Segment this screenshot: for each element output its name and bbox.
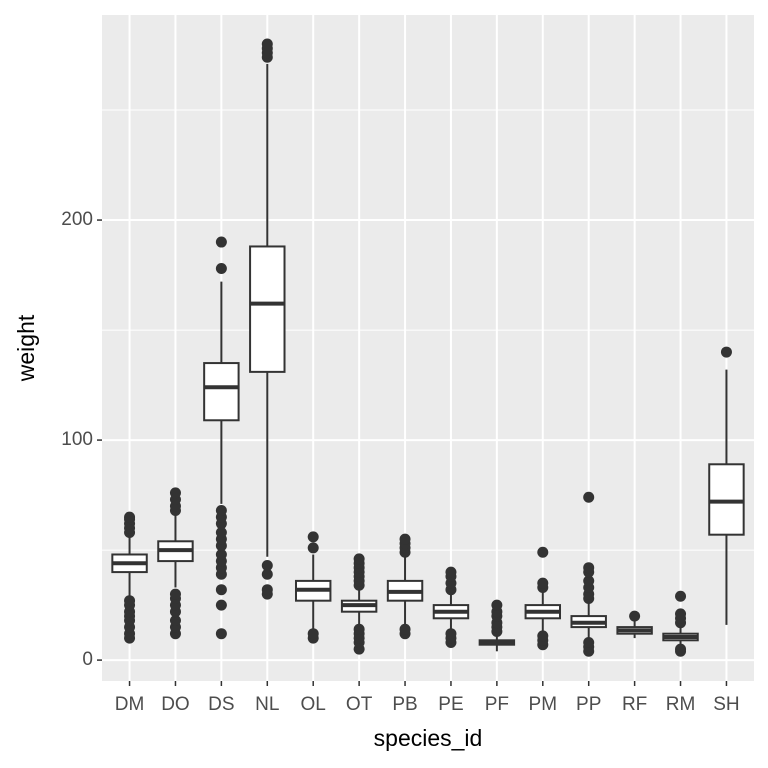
outlier xyxy=(537,630,549,642)
outlier xyxy=(353,623,365,635)
outlier xyxy=(675,590,687,602)
outlier xyxy=(307,542,319,554)
outlier xyxy=(169,487,181,499)
x-tick-label: RF xyxy=(622,694,647,715)
outlier xyxy=(629,610,641,622)
box xyxy=(203,362,240,422)
x-axis-title: species_id xyxy=(374,725,483,751)
outlier xyxy=(169,614,181,626)
x-tick-label: PF xyxy=(485,694,509,715)
x-tick-label: DS xyxy=(208,694,234,715)
outlier xyxy=(307,531,319,543)
outlier xyxy=(399,623,411,635)
outlier xyxy=(583,636,595,648)
y-tick-label: 200 xyxy=(61,209,93,230)
outlier xyxy=(537,577,549,589)
outlier xyxy=(399,533,411,545)
outlier xyxy=(307,628,319,640)
outlier xyxy=(583,575,595,587)
outlier xyxy=(215,526,227,538)
outlier xyxy=(261,584,273,596)
outlier xyxy=(445,628,457,640)
outlier xyxy=(124,511,136,523)
outlier xyxy=(215,504,227,516)
outlier xyxy=(537,546,549,558)
x-tick-label: PB xyxy=(392,694,417,715)
y-tick-label: 0 xyxy=(82,649,93,670)
x-tick-label: DO xyxy=(161,694,190,715)
x-tick-label: OL xyxy=(301,694,326,715)
outlier xyxy=(215,236,227,248)
outlier xyxy=(675,643,687,655)
x-tick-label: PP xyxy=(576,694,601,715)
y-tick-label: 100 xyxy=(61,429,93,450)
outlier xyxy=(491,599,503,611)
outlier xyxy=(215,262,227,274)
box xyxy=(249,245,286,373)
outlier xyxy=(261,38,273,50)
outlier xyxy=(583,491,595,503)
x-tick-label: PM xyxy=(529,694,558,715)
x-tick-label: RM xyxy=(666,694,696,715)
outlier xyxy=(215,628,227,640)
outlier xyxy=(720,346,732,358)
outlier xyxy=(445,566,457,578)
outlier xyxy=(169,588,181,600)
x-tick-label: OT xyxy=(346,694,373,715)
outlier xyxy=(215,584,227,596)
outlier xyxy=(215,548,227,560)
outlier xyxy=(353,553,365,565)
outlier xyxy=(215,599,227,611)
outlier xyxy=(261,568,273,580)
y-axis-title: weight xyxy=(13,314,39,382)
box xyxy=(708,463,745,536)
x-tick-label: DM xyxy=(115,694,145,715)
outlier xyxy=(261,559,273,571)
panel xyxy=(102,15,754,681)
outlier xyxy=(675,608,687,620)
x-tick-label: NL xyxy=(255,694,279,715)
x-tick-label: SH xyxy=(713,694,739,715)
outlier xyxy=(124,595,136,607)
x-tick-label: PE xyxy=(438,694,463,715)
outlier xyxy=(583,562,595,574)
